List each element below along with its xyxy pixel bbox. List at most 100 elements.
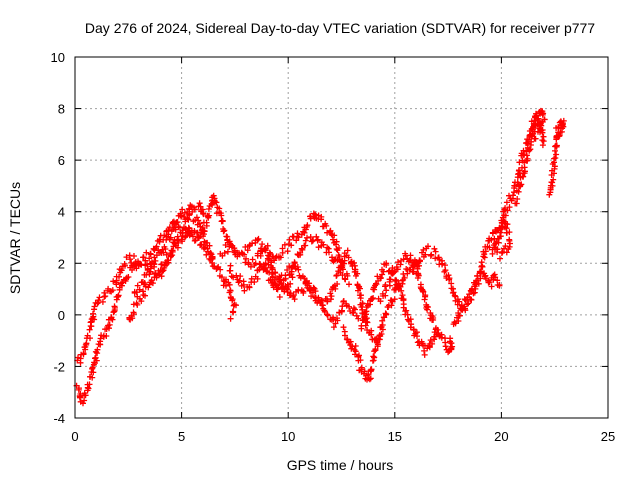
data-point [286,272,293,279]
data-point [185,224,192,231]
data-point [344,272,351,279]
series-sat12 [409,243,503,314]
series-sat2 [74,200,207,366]
data-point [383,287,390,294]
data-point [370,353,377,360]
data-point [106,325,112,332]
data-point [540,138,547,145]
data-point [118,267,125,274]
data-point [102,293,109,300]
data-point [435,254,442,261]
data-point [356,352,362,359]
data-point [446,276,453,283]
data-point [390,270,397,277]
data-point [456,312,463,319]
data-point [380,268,387,275]
data-point [330,316,337,323]
data-point [177,210,184,217]
data-point [427,252,434,259]
data-point [387,276,394,283]
data-point [101,289,108,296]
data-point [276,294,283,300]
data-point [398,287,405,294]
data-point [94,300,101,307]
data-point [386,282,393,289]
data-point [218,274,225,281]
data-point [299,273,306,280]
data-point [173,219,180,226]
data-point [304,222,311,229]
data-point [241,287,248,294]
data-point [144,261,150,268]
data-point [143,249,150,256]
data-point [145,284,152,291]
data-point [416,262,422,269]
data-point [333,238,340,245]
data-point [283,285,290,292]
data-point [328,231,335,238]
data-point [473,277,480,284]
data-point [254,275,261,282]
data-point [373,281,380,288]
data-point [336,245,342,251]
data-point [115,292,122,299]
data-point [226,289,233,296]
data-point [501,219,508,225]
data-point [293,237,300,244]
data-point [397,283,404,290]
data-point [302,278,309,285]
data-point [391,296,398,303]
x-tick-label: 5 [178,429,185,444]
data-point [308,293,315,300]
data-point [425,304,431,310]
data-point [374,341,381,348]
data-point [209,256,216,262]
data-point [200,211,207,218]
data-point [86,326,93,333]
data-point [535,115,542,122]
data-point [391,269,398,276]
data-point [266,253,273,260]
chart-title: Day 276 of 2024, Sidereal Day-to-day VTE… [85,20,595,36]
data-point [243,255,249,262]
data-point [352,351,358,358]
data-point [432,248,439,255]
data-point [496,282,503,289]
data-point [163,251,170,258]
data-point [340,324,347,331]
data-point [451,319,458,326]
data-point [355,284,362,291]
data-point [336,253,343,260]
series-sat16 [546,117,567,198]
data-point [363,318,370,325]
data-point [297,251,304,258]
data-point [196,234,202,241]
data-point [352,348,359,355]
data-point [447,338,453,345]
data-point [464,301,471,308]
data-point [221,250,228,256]
data-point [342,332,348,339]
data-point [382,292,389,299]
data-point [153,243,160,250]
data-point [236,277,243,284]
data-point [361,368,368,375]
data-point [125,274,132,280]
data-point [111,304,118,311]
data-point [272,270,279,276]
data-point [138,298,145,305]
data-point [421,351,428,358]
data-point [161,243,168,250]
series-sat11 [375,250,456,356]
data-point [262,260,269,267]
data-point [83,341,90,348]
data-point [77,355,84,362]
data-point [254,237,261,244]
data-point [515,188,522,195]
data-point [97,341,104,348]
data-point [87,335,93,342]
data-point [246,283,253,290]
data-point [123,254,130,261]
data-point [90,313,97,320]
data-point [371,286,378,293]
